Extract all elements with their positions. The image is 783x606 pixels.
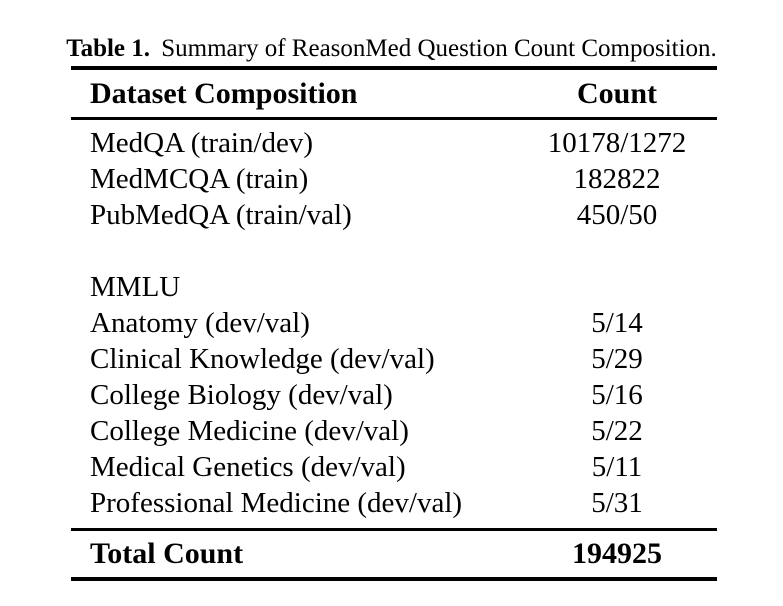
- table-caption-text: Summary of ReasonMed Question Count Comp…: [161, 35, 717, 62]
- table-row-college-medicine: College Medicine (dev/val) 5/22: [71, 413, 717, 449]
- table-row-clinical-knowledge: Clinical Knowledge (dev/val) 5/29: [71, 341, 717, 377]
- summary-table: Dataset Composition Count MedQA (train/d…: [71, 66, 717, 581]
- table-row-medical-genetics: Medical Genetics (dev/val) 5/11: [71, 449, 717, 485]
- dataset-name: Anatomy (dev/val): [90, 307, 310, 339]
- table-row-anatomy: Anatomy (dev/val) 5/14: [71, 305, 717, 341]
- column-header-dataset-composition: Dataset Composition: [90, 76, 358, 110]
- table-total-row: Total Count 194925: [71, 531, 717, 577]
- table-row-medqa: MedQA (train/dev) 10178/1272: [71, 125, 717, 161]
- dataset-count: 182822: [573, 163, 661, 195]
- table-total-rule: [71, 528, 717, 531]
- dataset-count: 5/14: [591, 307, 643, 339]
- dataset-name: MMLU: [90, 271, 181, 303]
- table-caption-number: Table 1.: [66, 35, 151, 62]
- table-row-professional-medicine: Professional Medicine (dev/val) 5/31: [71, 485, 717, 521]
- column-header-count: Count: [576, 76, 658, 110]
- total-count-label: Total Count: [90, 537, 244, 570]
- total-count-value: 194925: [572, 537, 662, 570]
- dataset-count: 450/50: [576, 199, 658, 231]
- table-row-mmlu-group: MMLU: [71, 269, 717, 305]
- dataset-name: PubMedQA (train/val): [90, 199, 352, 231]
- dataset-name: MedQA (train/dev): [90, 127, 314, 159]
- dataset-name: Professional Medicine (dev/val): [90, 487, 463, 519]
- dataset-count: 5/11: [591, 451, 643, 483]
- table-bottom-rule: [71, 577, 717, 581]
- dataset-count: 5/29: [591, 343, 643, 375]
- table-row-pubmedqa: PubMedQA (train/val) 450/50: [71, 197, 717, 233]
- dataset-count: 5/16: [591, 379, 643, 411]
- dataset-count: 5/22: [591, 415, 643, 447]
- dataset-count: 5/31: [591, 487, 643, 519]
- table-body: MedQA (train/dev) 10178/1272 MedMCQA (tr…: [71, 120, 717, 528]
- table-row-medmcqa: MedMCQA (train) 182822: [71, 161, 717, 197]
- table-header-row: Dataset Composition Count: [71, 70, 717, 117]
- table-caption: Table 1. Summary of ReasonMed Question Co…: [0, 34, 783, 64]
- table-blank-row: [71, 233, 717, 269]
- dataset-name: Medical Genetics (dev/val): [90, 451, 406, 483]
- dataset-name: College Biology (dev/val): [90, 379, 393, 411]
- table-row-college-biology: College Biology (dev/val) 5/16: [71, 377, 717, 413]
- table-header-rule: [71, 117, 717, 120]
- dataset-name: MedMCQA (train): [90, 163, 309, 195]
- table-top-rule: [71, 66, 717, 70]
- dataset-name: Clinical Knowledge (dev/val): [90, 343, 435, 375]
- dataset-name: College Medicine (dev/val): [90, 415, 409, 447]
- dataset-count: 10178/1272: [547, 127, 687, 159]
